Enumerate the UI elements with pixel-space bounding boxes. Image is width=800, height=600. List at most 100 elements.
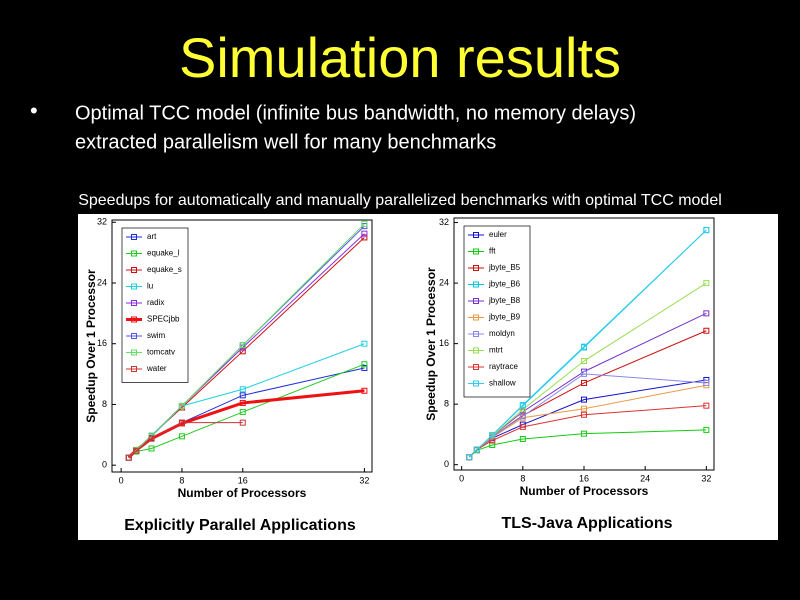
point-marker bbox=[361, 365, 368, 372]
y-tick-label: 0 bbox=[102, 460, 107, 470]
point-marker bbox=[361, 230, 368, 237]
legend-label: jbyte_B5 bbox=[488, 263, 521, 272]
point-marker bbox=[703, 402, 710, 409]
point-marker bbox=[703, 327, 710, 334]
point-marker bbox=[239, 342, 246, 349]
x-tick-label: 16 bbox=[579, 473, 589, 483]
point-marker bbox=[703, 280, 710, 287]
legend-label: water bbox=[146, 364, 167, 373]
y-tick-label: 8 bbox=[102, 399, 107, 409]
y-tick-label: 32 bbox=[439, 217, 449, 227]
bullet-text: Optimal TCC model (infinite bus bandwidt… bbox=[75, 102, 636, 124]
point-marker bbox=[178, 402, 185, 409]
legend-marker bbox=[473, 232, 479, 238]
y-tick-label: 24 bbox=[97, 277, 107, 287]
point-marker bbox=[519, 413, 526, 420]
y-tick-label: 0 bbox=[444, 459, 449, 469]
legend-label: shallow bbox=[489, 379, 516, 388]
point-marker bbox=[519, 423, 526, 430]
point-marker bbox=[125, 454, 132, 461]
x-tick-label: 16 bbox=[238, 475, 248, 485]
legend-marker bbox=[131, 267, 137, 273]
x-tick-label: 0 bbox=[459, 473, 464, 483]
y-axis-label: Speedup Over 1 Processor bbox=[424, 267, 438, 421]
legend-label: equake_s bbox=[147, 265, 182, 274]
point-marker bbox=[703, 227, 710, 234]
legend-marker bbox=[473, 298, 479, 304]
legend-marker bbox=[131, 250, 137, 257]
point-marker bbox=[361, 220, 368, 227]
legend-label: lu bbox=[147, 282, 153, 291]
point-marker bbox=[239, 419, 246, 426]
point-marker bbox=[519, 401, 526, 408]
point-marker bbox=[361, 361, 368, 368]
legend-label: radix bbox=[147, 298, 164, 307]
y-tick-label: 8 bbox=[444, 399, 449, 409]
point-marker bbox=[489, 432, 496, 439]
x-tick-label: 32 bbox=[701, 473, 711, 483]
legend-label: jbyte_B9 bbox=[488, 313, 521, 322]
legend-marker bbox=[473, 347, 479, 354]
legend-label: swim bbox=[147, 331, 166, 340]
legend-label: equake_l bbox=[147, 249, 180, 258]
point-marker bbox=[581, 358, 587, 365]
chart-title: TLS-Java Applications bbox=[502, 515, 673, 532]
point-marker bbox=[178, 419, 185, 426]
point-marker bbox=[581, 379, 587, 386]
slide-title: Simulation results bbox=[179, 26, 621, 89]
point-marker bbox=[239, 409, 246, 416]
y-tick-label: 16 bbox=[97, 338, 107, 348]
legend-marker bbox=[473, 265, 479, 271]
point-marker bbox=[361, 340, 368, 347]
point-marker bbox=[703, 379, 710, 386]
point-marker bbox=[581, 370, 587, 377]
legend-marker bbox=[131, 300, 137, 306]
legend-marker bbox=[131, 283, 137, 290]
point-marker bbox=[473, 446, 480, 453]
legend-marker bbox=[473, 248, 479, 255]
legend-marker bbox=[473, 380, 479, 387]
legend-label: euler bbox=[489, 230, 507, 239]
legend-marker bbox=[131, 333, 137, 339]
point-marker bbox=[581, 411, 587, 418]
legend-marker bbox=[131, 349, 137, 356]
point-marker bbox=[581, 430, 587, 437]
legend-label: tomcatv bbox=[147, 348, 175, 357]
y-tick-label: 32 bbox=[97, 217, 107, 227]
point-marker bbox=[178, 433, 185, 440]
x-axis-label: Number of Processors bbox=[178, 486, 307, 500]
point-marker bbox=[361, 234, 368, 241]
x-tick-label: 0 bbox=[119, 475, 124, 485]
point-marker bbox=[581, 343, 587, 350]
point-marker bbox=[239, 348, 246, 355]
point-marker bbox=[239, 386, 246, 393]
legend-marker bbox=[131, 366, 137, 372]
y-tick-label: 24 bbox=[439, 277, 449, 287]
x-axis-label: Number of Processors bbox=[520, 484, 649, 498]
point-marker bbox=[581, 396, 587, 403]
point-marker bbox=[466, 454, 473, 461]
legend-marker bbox=[473, 314, 479, 321]
y-tick-label: 16 bbox=[439, 338, 449, 348]
legend-label: jbyte_B8 bbox=[488, 296, 521, 305]
legend-marker bbox=[473, 281, 479, 288]
point-marker bbox=[239, 392, 246, 399]
point-marker bbox=[703, 310, 710, 317]
chart-title: Explicitly Parallel Applications bbox=[124, 517, 356, 534]
legend-label: raytrace bbox=[489, 362, 518, 371]
caption: Speedups for automatically and manually … bbox=[78, 192, 722, 209]
legend-label: jbyte_B6 bbox=[488, 280, 521, 289]
x-tick-label: 8 bbox=[179, 475, 184, 485]
point-marker bbox=[703, 426, 710, 433]
legend-label: moldyn bbox=[489, 329, 515, 338]
bullet-mark: • bbox=[30, 98, 38, 123]
series-line bbox=[468, 229, 707, 458]
point-marker bbox=[239, 399, 246, 406]
y-axis-label: Speedup Over 1 Processor bbox=[84, 269, 98, 423]
point-marker bbox=[361, 387, 368, 394]
point-marker bbox=[148, 435, 155, 442]
legend-label: SPECjbb bbox=[147, 315, 180, 324]
point-marker bbox=[519, 435, 526, 442]
